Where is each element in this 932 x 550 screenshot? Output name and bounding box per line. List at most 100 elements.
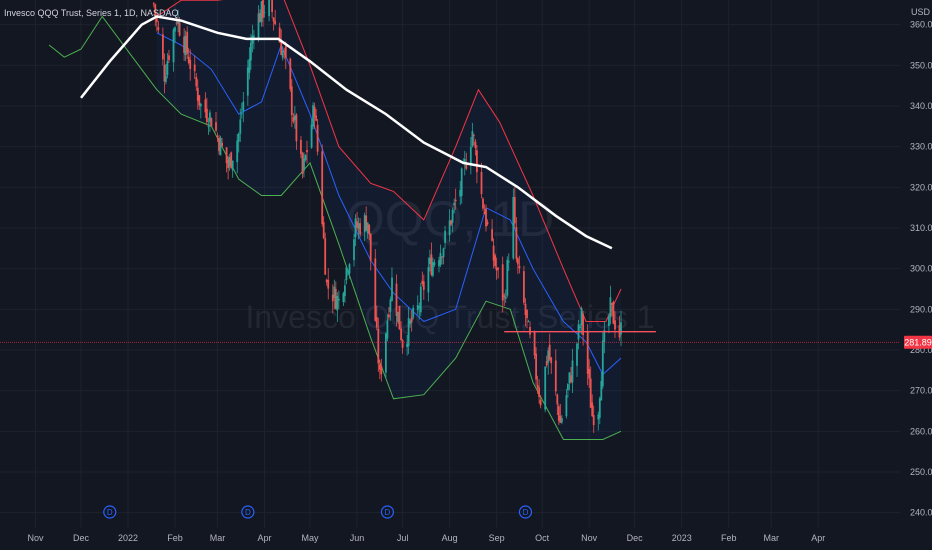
- candle: [588, 359, 591, 388]
- candle: [357, 217, 360, 240]
- candle: [240, 102, 243, 119]
- candle: [292, 113, 295, 124]
- candle: [366, 222, 369, 239]
- y-tick-label: 340.00: [910, 101, 932, 111]
- candle: [324, 232, 327, 275]
- candle: [485, 204, 487, 232]
- candle: [215, 111, 217, 133]
- candle: [433, 259, 436, 268]
- candle: [221, 137, 223, 148]
- price-axis[interactable]: [900, 0, 932, 528]
- candle: [378, 359, 381, 380]
- candle: [480, 162, 483, 199]
- x-tick-label: May: [302, 533, 320, 543]
- candle: [529, 321, 531, 339]
- candle: [547, 347, 550, 375]
- bollinger-lower-band: [48, 15, 622, 440]
- last-price-label: 281.89: [904, 335, 932, 349]
- candle: [536, 375, 539, 394]
- svg-text:281.89: 281.89: [904, 337, 932, 347]
- candle: [336, 292, 339, 323]
- candle: [441, 256, 443, 265]
- candle: [448, 209, 451, 242]
- time-axis[interactable]: [0, 528, 932, 550]
- candle: [154, 3, 157, 27]
- y-tick-label: 350.00: [910, 60, 932, 70]
- candle: [570, 366, 572, 384]
- x-tick-label: Mar: [763, 533, 779, 543]
- candle: [450, 219, 452, 227]
- candle: [548, 333, 551, 362]
- candle: [375, 305, 378, 331]
- candle: [175, 16, 178, 26]
- candle: [389, 296, 392, 321]
- y-tick-label: 290.00: [910, 304, 932, 314]
- price-axis-ticks: 240.00 250.00 260.00 270.00 280.00 290.00 300.…: [910, 20, 932, 518]
- candle: [557, 403, 560, 425]
- candle: [474, 139, 477, 156]
- candle: [228, 153, 231, 171]
- candle: [386, 314, 389, 342]
- candle: [533, 330, 536, 360]
- candle: [494, 253, 496, 269]
- candle: [310, 119, 313, 149]
- dividend-marker[interactable]: D: [103, 505, 117, 519]
- candle: [365, 206, 368, 232]
- candle: [152, 1, 155, 8]
- candle: [582, 310, 584, 346]
- candle: [193, 55, 196, 79]
- candle: [380, 358, 383, 382]
- candle: [603, 321, 606, 354]
- candle: [598, 396, 601, 425]
- candle: [163, 53, 166, 94]
- bollinger-basis-line: [156, 32, 622, 376]
- candle: [513, 187, 516, 229]
- candle: [231, 160, 234, 178]
- candle: [517, 257, 519, 275]
- candle: [172, 27, 175, 72]
- candle: [230, 151, 233, 169]
- candle: [219, 135, 222, 156]
- dividend-marker[interactable]: D: [241, 505, 255, 519]
- candle: [454, 188, 457, 210]
- candle: [609, 285, 612, 325]
- candle: [503, 293, 506, 307]
- candle: [306, 140, 308, 164]
- time-axis-ticks: Nov Dec 2022 Feb Mar Apr May Jun Jul Aug Sep Oct Nov…: [27, 533, 825, 543]
- candle: [483, 204, 486, 215]
- candle: [612, 300, 615, 324]
- candle: [353, 233, 355, 267]
- x-tick-label: Nov: [581, 533, 598, 543]
- candle: [262, 0, 264, 27]
- candle: [453, 198, 456, 214]
- candle: [295, 113, 298, 150]
- candle: [391, 267, 393, 302]
- candle: [206, 97, 208, 126]
- x-tick-label: Nov: [27, 533, 44, 543]
- candle: [398, 305, 401, 330]
- dividend-marker[interactable]: D: [518, 505, 533, 519]
- bollinger-band-fill: [156, 0, 621, 440]
- candle: [289, 57, 292, 92]
- x-tick-label: Mar: [210, 533, 226, 543]
- candle: [492, 238, 495, 269]
- x-tick-label: Dec: [73, 533, 90, 543]
- candle: [409, 319, 412, 328]
- candle: [301, 151, 304, 179]
- candle: [422, 274, 425, 300]
- sma-200-line: [80, 15, 613, 250]
- candle: [377, 317, 380, 372]
- candle: [356, 211, 358, 231]
- candle: [331, 284, 334, 314]
- candle: [272, 17, 275, 31]
- x-tick-label: 2023: [672, 533, 692, 543]
- candle: [451, 207, 454, 233]
- candle: [535, 347, 537, 386]
- candle: [186, 26, 189, 59]
- candle: [473, 133, 475, 146]
- candle: [538, 379, 540, 404]
- candle: [209, 109, 211, 132]
- dividend-marker[interactable]: D: [380, 505, 395, 519]
- candle: [497, 266, 499, 279]
